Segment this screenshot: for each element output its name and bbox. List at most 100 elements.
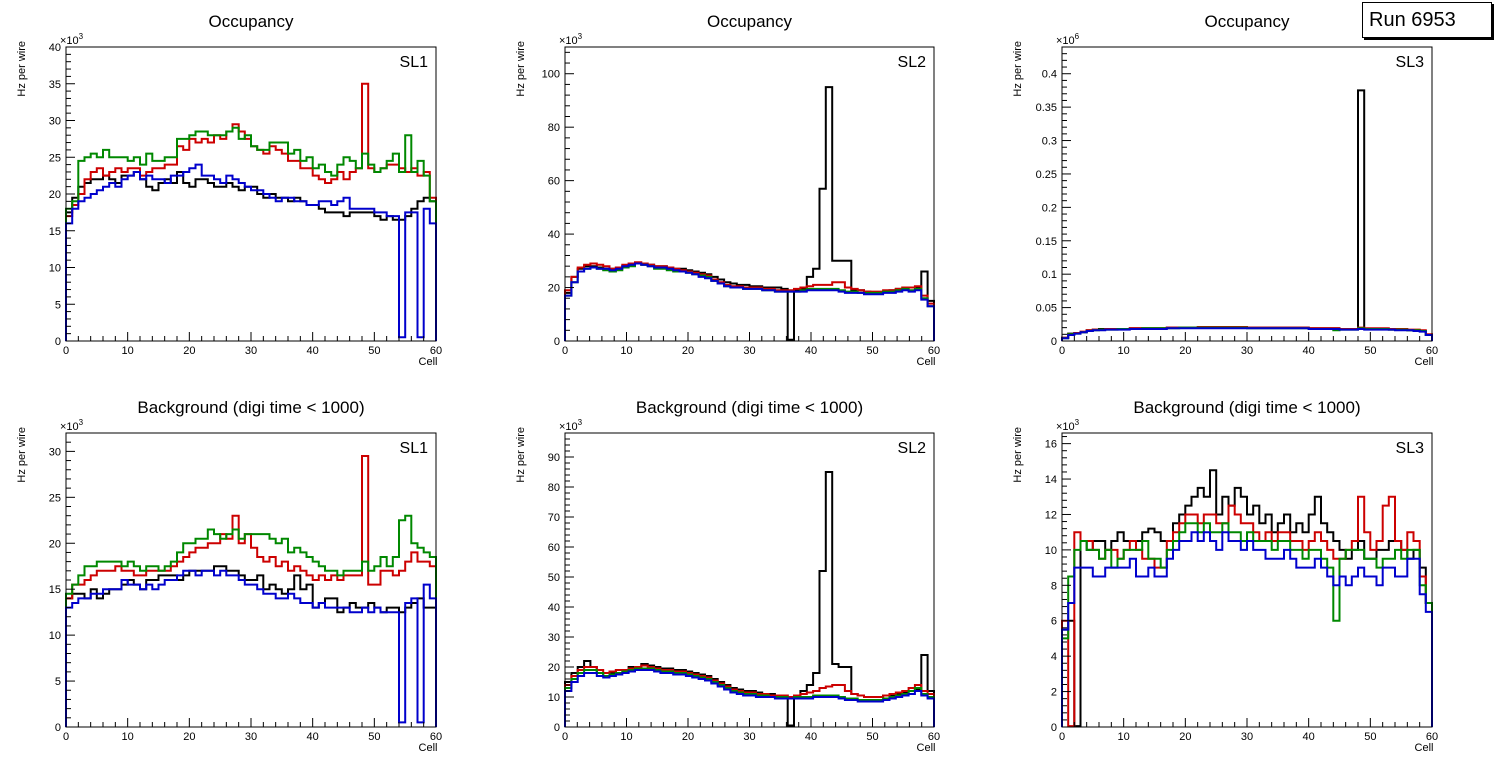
- y-tick-label: 80: [548, 482, 560, 494]
- y-tick-label: 30: [548, 632, 560, 644]
- x-tick-label: 20: [682, 345, 694, 357]
- chart-title: Background (digi time < 1000): [1133, 398, 1360, 417]
- chart-panel: Occupancy 0 10 20 30 40 50 60 0 20 40 60 80 100 ×103 Ce…: [515, 12, 940, 368]
- y-tick-label: 0: [55, 336, 61, 348]
- y-tick-label: 0: [554, 722, 560, 734]
- y-tick-label: 0: [1051, 722, 1057, 734]
- superlayer-label: SL2: [898, 54, 927, 71]
- series-black: [65, 565, 437, 727]
- y-tick-label: 0.05: [1036, 303, 1057, 315]
- x-tick-label: 20: [1179, 345, 1191, 357]
- x-tick-label: 10: [620, 731, 632, 743]
- y-tick-label: 35: [49, 79, 61, 91]
- x-tick-label: 0: [1059, 731, 1065, 743]
- chart-title: Occupancy: [1204, 12, 1290, 31]
- y-tick-label: 8: [1051, 580, 1057, 592]
- x-tick-label: 20: [183, 731, 195, 743]
- superlayer-label: SL2: [898, 440, 927, 457]
- plot-frame: [564, 46, 935, 342]
- y-tick-label: 70: [548, 512, 560, 524]
- series-black: [1061, 89, 1433, 341]
- y-axis-title: Hz per wire: [16, 41, 28, 97]
- x-tick-label: 10: [122, 345, 134, 357]
- chart-panel: Background (digi time < 1000)0 10 20 30 40 50…: [16, 398, 442, 754]
- axis-exponent-power: 3: [79, 32, 84, 41]
- series-red: [65, 455, 437, 727]
- series-black: [564, 86, 935, 341]
- y-tick-label: 80: [548, 122, 560, 134]
- x-tick-label: 60: [928, 731, 940, 743]
- y-tick-label: 0: [554, 336, 560, 348]
- plot-frame: [65, 46, 437, 342]
- x-tick-label: 0: [562, 345, 568, 357]
- x-tick-label: 50: [368, 345, 380, 357]
- x-tick-label: 30: [245, 345, 257, 357]
- chart-title: Occupancy: [208, 12, 294, 31]
- superlayer-label: SL3: [1396, 440, 1425, 457]
- chart-panel: Background (digi time < 1000)0 10 20 30 40 50…: [515, 398, 940, 754]
- y-tick-label: 0.25: [1036, 169, 1057, 181]
- plot-frame: [564, 432, 935, 728]
- axis-exponent-power: 3: [1075, 418, 1080, 427]
- y-tick-label: 0.35: [1036, 102, 1057, 114]
- axis-exponent-power: 6: [1075, 32, 1080, 41]
- y-tick-label: 20: [49, 538, 61, 550]
- y-tick-label: 60: [548, 176, 560, 188]
- y-tick-label: 20: [49, 189, 61, 201]
- y-tick-label: 12: [1045, 509, 1057, 521]
- x-tick-label: 30: [1241, 345, 1253, 357]
- y-axis-title: Hz per wire: [515, 41, 527, 97]
- x-tick-label: 0: [63, 731, 69, 743]
- x-tick-label: 60: [1426, 731, 1438, 743]
- series-black: [564, 471, 935, 727]
- x-tick-label: 40: [805, 345, 817, 357]
- series-blue: [1061, 327, 1433, 341]
- axis-exponent-power: 3: [578, 418, 583, 427]
- x-tick-label: 30: [245, 731, 257, 743]
- y-axis-title: Hz per wire: [515, 427, 527, 483]
- x-tick-label: 50: [368, 731, 380, 743]
- series-green: [65, 126, 437, 341]
- x-tick-label: 50: [866, 731, 878, 743]
- y-tick-label: 10: [49, 263, 61, 275]
- axis-exponent: ×103: [60, 32, 84, 47]
- x-tick-label: 10: [1118, 345, 1130, 357]
- x-tick-label: 60: [928, 345, 940, 357]
- x-tick-label: 0: [562, 731, 568, 743]
- y-tick-label: 90: [548, 452, 560, 464]
- y-tick-label: 60: [548, 542, 560, 554]
- x-tick-label: 30: [1241, 731, 1253, 743]
- y-tick-label: 50: [548, 572, 560, 584]
- y-axis-title: Hz per wire: [16, 427, 28, 483]
- y-tick-label: 5: [55, 299, 61, 311]
- x-tick-label: 50: [1364, 345, 1376, 357]
- x-axis-title: Cell: [1415, 356, 1434, 368]
- y-tick-label: 15: [49, 584, 61, 596]
- axis-exponent: ×103: [1056, 418, 1080, 433]
- superlayer-label: SL3: [1396, 54, 1425, 71]
- y-tick-label: 0.2: [1042, 202, 1057, 214]
- run-label: Run 6953: [1362, 2, 1492, 38]
- x-tick-label: 40: [307, 345, 319, 357]
- y-tick-label: 6: [1051, 616, 1057, 628]
- x-tick-label: 10: [1118, 731, 1130, 743]
- axis-exponent: ×103: [559, 32, 583, 47]
- chart-panel: Occupancy 0 10 20 30 40 50 60 0 0.05 0.1 0.15 0.2 0.2…: [1012, 12, 1438, 368]
- plot-frame: [1061, 46, 1433, 342]
- y-tick-label: 14: [1045, 474, 1057, 486]
- y-tick-label: 10: [1045, 545, 1057, 557]
- chart-panel: Background (digi time < 1000)0 10 20 30 40 50…: [1012, 398, 1438, 754]
- y-tick-label: 25: [49, 492, 61, 504]
- x-axis-title: Cell: [917, 356, 936, 368]
- x-tick-label: 40: [307, 731, 319, 743]
- y-tick-label: 5: [55, 676, 61, 688]
- y-tick-label: 100: [542, 69, 560, 81]
- x-axis-title: Cell: [1415, 742, 1434, 754]
- y-tick-label: 0.3: [1042, 136, 1057, 148]
- series-blue: [65, 163, 437, 341]
- x-tick-label: 20: [682, 731, 694, 743]
- y-tick-label: 0.4: [1042, 69, 1057, 81]
- y-tick-label: 30: [49, 116, 61, 128]
